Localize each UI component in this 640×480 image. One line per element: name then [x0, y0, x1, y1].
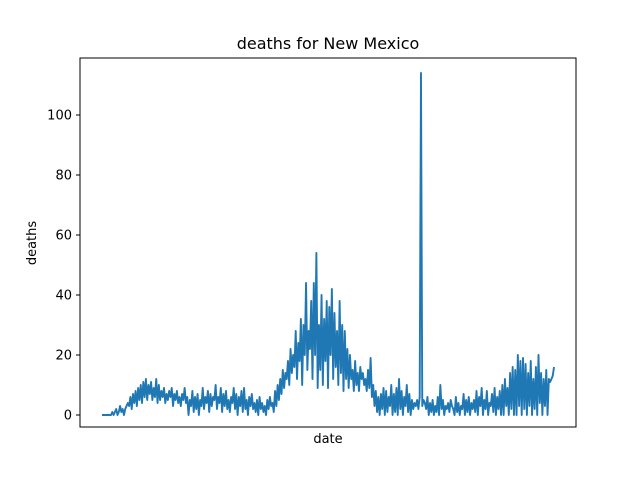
y-axis-label: deaths: [25, 221, 40, 266]
y-tick-label: 60: [55, 229, 72, 244]
y-axis: 0 20 40 60 80 100: [47, 109, 80, 424]
y-tick-label: 0: [64, 409, 72, 424]
series-line: [102, 72, 555, 416]
y-tick-label: 40: [55, 289, 72, 304]
chart-title: deaths for New Mexico: [237, 34, 420, 53]
y-tick-label: 100: [47, 109, 72, 124]
x-axis-label: date: [313, 432, 342, 447]
y-tick-label: 80: [55, 169, 72, 184]
y-tick-label: 20: [55, 349, 72, 364]
plot-frame: [79, 57, 577, 428]
